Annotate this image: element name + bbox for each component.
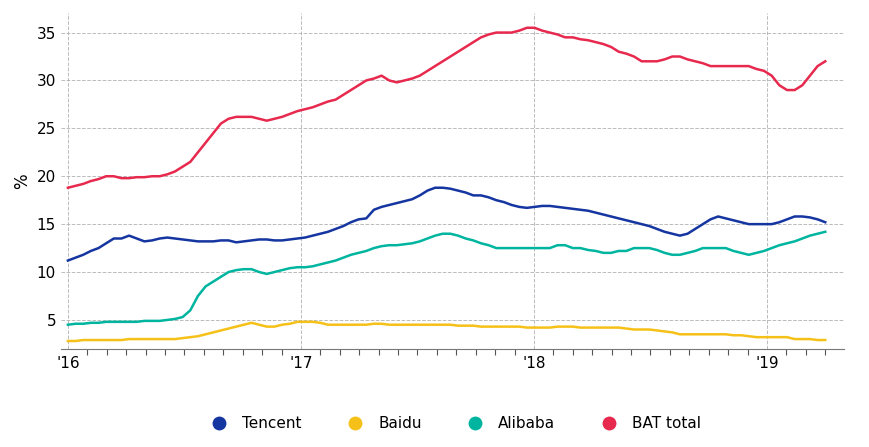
Alibaba <box>238 266 249 272</box>
Tencent <box>429 185 440 190</box>
Line: Baidu: Baidu <box>68 322 825 341</box>
Baidu <box>521 325 532 330</box>
Legend: Tencent, Baidu, Alibaba, BAT total: Tencent, Baidu, Alibaba, BAT total <box>198 410 706 437</box>
Baidu <box>788 337 799 342</box>
Alibaba <box>819 229 830 235</box>
Alibaba <box>452 233 462 238</box>
Tencent <box>208 239 218 244</box>
Tencent <box>460 190 470 195</box>
Alibaba <box>758 248 768 253</box>
BAT total <box>63 185 73 190</box>
BAT total <box>514 28 524 34</box>
Baidu <box>766 334 776 340</box>
BAT total <box>452 49 462 55</box>
BAT total <box>208 131 218 136</box>
Tencent <box>788 214 799 219</box>
Alibaba <box>208 279 218 284</box>
BAT total <box>521 25 532 30</box>
Alibaba <box>63 322 73 327</box>
Y-axis label: %: % <box>13 173 31 189</box>
Alibaba <box>781 240 792 246</box>
Baidu <box>819 337 830 343</box>
Line: Tencent: Tencent <box>68 188 825 261</box>
Tencent <box>63 258 73 263</box>
Line: Alibaba: Alibaba <box>68 232 825 325</box>
Baidu <box>63 338 73 344</box>
BAT total <box>819 59 830 64</box>
BAT total <box>238 114 249 119</box>
Alibaba <box>514 245 524 251</box>
Baidu <box>460 323 470 329</box>
BAT total <box>766 73 776 78</box>
BAT total <box>788 87 799 93</box>
Baidu <box>292 319 302 325</box>
Tencent <box>819 219 830 225</box>
Tencent <box>766 221 776 227</box>
Line: BAT total: BAT total <box>68 28 825 188</box>
Tencent <box>521 205 532 211</box>
Baidu <box>208 330 218 335</box>
Baidu <box>238 322 249 327</box>
Tencent <box>238 239 249 244</box>
